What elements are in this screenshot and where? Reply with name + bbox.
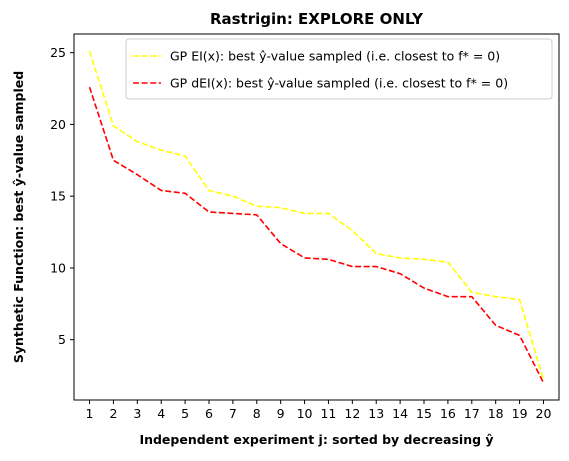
plot-frame [73, 33, 560, 401]
legend-box [125, 38, 553, 100]
x-tick-label: 15 [416, 406, 432, 421]
x-tick-label: 8 [253, 406, 261, 421]
legend-label-1: GP EI(x): best ŷ-value sampled (i.e. clo… [170, 49, 500, 64]
x-tick-label: 3 [133, 406, 141, 421]
x-tick-label: 2 [109, 406, 117, 421]
y-tick-label: 25 [50, 45, 66, 60]
y-tick-label: 10 [50, 260, 66, 275]
x-tick-label: 9 [277, 406, 285, 421]
x-tick-label: 1 [86, 406, 94, 421]
series-line-2 [88, 86, 545, 384]
x-tick-label: 14 [392, 406, 408, 421]
x-axis-label: Independent experiment j: sorted by decr… [139, 432, 493, 447]
series-line-1 [88, 50, 545, 381]
x-tick-label: 11 [320, 406, 336, 421]
legend-label-2: GP dEI(x): best ŷ-value sampled (i.e. cl… [170, 76, 508, 91]
y-axis-label: Synthetic Function: best ŷ-value sampled [11, 71, 26, 363]
x-tick-label: 19 [512, 406, 528, 421]
plot-area [88, 50, 545, 384]
x-tick-label: 17 [464, 406, 480, 421]
x-tick-label: 10 [297, 406, 313, 421]
y-tick-label: 20 [50, 117, 66, 132]
x-tick-label: 4 [157, 406, 165, 421]
x-tick-label: 16 [440, 406, 456, 421]
x-tick-label: 6 [205, 406, 213, 421]
legend: GP EI(x): best ŷ-value sampled (i.e. clo… [125, 38, 553, 100]
x-tick-label: 7 [229, 406, 237, 421]
x-tick-label: 20 [536, 406, 552, 421]
x-tick-label: 5 [181, 406, 189, 421]
y-tick-label: 5 [58, 332, 66, 347]
x-tick-label: 18 [488, 406, 504, 421]
chart-title: Rastrigin: EXPLORE ONLY [210, 10, 424, 28]
x-tick-label: 13 [368, 406, 384, 421]
y-tick-label: 15 [50, 189, 66, 204]
x-tick-label: 12 [344, 406, 360, 421]
